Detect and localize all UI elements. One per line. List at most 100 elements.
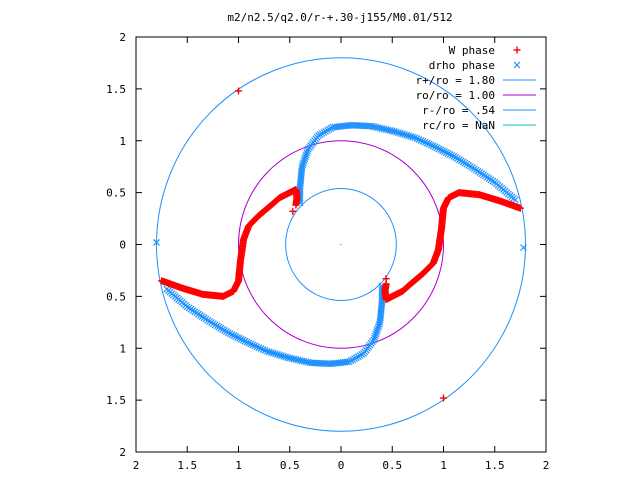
drho-phase-point: [302, 153, 309, 161]
drho-phase-point: [409, 133, 417, 141]
data-points: [153, 87, 527, 402]
drho-phase-point: [371, 334, 378, 342]
drho-phase-point: [373, 328, 380, 336]
drho-phase-point: [282, 353, 290, 361]
radius-circle: [156, 57, 526, 432]
drho-phase-point: [435, 145, 443, 153]
drho-phase-point: [259, 346, 267, 353]
legend-label: W phase: [449, 44, 495, 57]
drho-phase-point: [232, 333, 240, 340]
drho-phase-point: [405, 132, 413, 140]
drho-phase-point: [444, 150, 452, 157]
axis-ticks: 2 1.5 1 0.5 0 0.5 1 1.5 221.510.500.511.52: [106, 31, 549, 472]
x-tick-label: 0.5: [280, 459, 300, 472]
drho-phase-point: [298, 165, 306, 173]
drho-phase-point: [247, 340, 255, 348]
drho-phase-point: [257, 345, 265, 353]
drho-phase-point: [241, 337, 249, 345]
drho-phase-point: [299, 161, 307, 169]
drho-phase-point: [284, 354, 292, 362]
y-tick-label: 0.5: [106, 290, 126, 303]
drho-phase-point: [286, 354, 294, 362]
drho-phase-point: [425, 140, 433, 148]
drho-phase-point: [253, 343, 261, 351]
drho-phase-point: [373, 326, 381, 334]
drho-phase-point: [261, 347, 269, 354]
drho-phase-point: [278, 352, 285, 360]
y-tick-label: 2: [119, 31, 126, 44]
drho-phase-point: [276, 351, 283, 359]
drho-phase-point: [439, 147, 446, 155]
chart-title: m2/n2.5/q2.0/r-+.30-j155/M0.01/512: [227, 11, 452, 24]
drho-phase-point: [163, 285, 171, 293]
drho-phase-point: [401, 131, 408, 138]
legend-label: r+/ro = 1.80: [416, 74, 495, 87]
drho-phase-point: [417, 136, 425, 144]
drho-phase-point: [226, 330, 234, 338]
drho-phase-point: [375, 322, 383, 330]
x-tick-label: 1.5: [177, 459, 197, 472]
drho-phase-point: [437, 146, 445, 154]
drho-phase-point: [423, 139, 431, 147]
drho-phase-point: [431, 143, 439, 151]
x-tick-label: 0: [338, 459, 345, 472]
drho-phase-point: [267, 349, 275, 357]
drho-phase-point: [300, 157, 308, 165]
drho-phase-point: [441, 148, 448, 156]
y-tick-label: 0.5: [106, 187, 126, 200]
w-phase-point: [235, 87, 242, 95]
drho-phase-point: [228, 331, 236, 338]
x-tick-label: 0.5: [382, 459, 402, 472]
drho-phase-point: [390, 127, 398, 135]
radius-circle: [285, 187, 397, 302]
x-tick-label: 2: [133, 459, 140, 472]
drho-phase-point: [251, 342, 259, 350]
drho-phase-point: [376, 316, 384, 324]
drho-phase-point: [237, 335, 245, 343]
drho-phase-point: [298, 163, 306, 171]
drho-phase-point: [419, 137, 427, 145]
drho-phase-point: [249, 341, 257, 349]
drho-phase-point: [397, 129, 404, 137]
drho-phase-point: [446, 151, 454, 158]
legend: W phase drho phase r+/ro = 1.80 ro/ro = 1.0…: [416, 44, 536, 132]
y-tick-label: 0: [119, 239, 126, 252]
drho-phase-point: [375, 320, 383, 328]
drho-phase-point: [371, 332, 379, 340]
drho-phase-point: [243, 338, 251, 346]
drho-phase-point: [429, 142, 437, 150]
drho-phase-point: [415, 136, 423, 143]
drho-phase-point: [302, 151, 310, 159]
drho-phase-point: [265, 348, 273, 356]
drho-phase-point: [274, 351, 281, 358]
drho-phase-point: [280, 352, 288, 360]
drho-phase-point: [413, 135, 421, 142]
drho-phase-point: [388, 127, 396, 135]
drho-phase-point: [403, 131, 411, 139]
radius-circle: [238, 140, 444, 349]
drho-phase-point: [394, 129, 402, 137]
drho-phase-point: [255, 344, 263, 352]
drho-phase-point: [392, 128, 400, 136]
drho-phase-point: [427, 141, 435, 149]
legend-label: r-/ro = .54: [422, 104, 495, 117]
drho-phase-point: [269, 349, 277, 357]
w-phase-point: [292, 201, 300, 209]
drho-phase-point: [374, 324, 382, 332]
y-tick-label: 1.5: [106, 394, 126, 407]
legend-label: ro/ro = 1.00: [416, 89, 495, 102]
x-tick-label: 2: [543, 459, 550, 472]
y-tick-label: 1.5: [106, 83, 126, 96]
drho-phase-point: [301, 155, 309, 163]
radius-circles: [156, 57, 526, 432]
drho-phase-point: [399, 130, 406, 138]
drho-phase-point: [376, 318, 384, 326]
legend-label: drho phase: [429, 59, 495, 72]
drho-phase-point: [153, 239, 160, 246]
y-tick-label: 1: [119, 135, 126, 148]
drho-phase-point: [513, 61, 521, 69]
drho-phase-point: [442, 149, 450, 156]
drho-phase-point: [411, 134, 419, 142]
drho-phase-point: [236, 334, 243, 342]
